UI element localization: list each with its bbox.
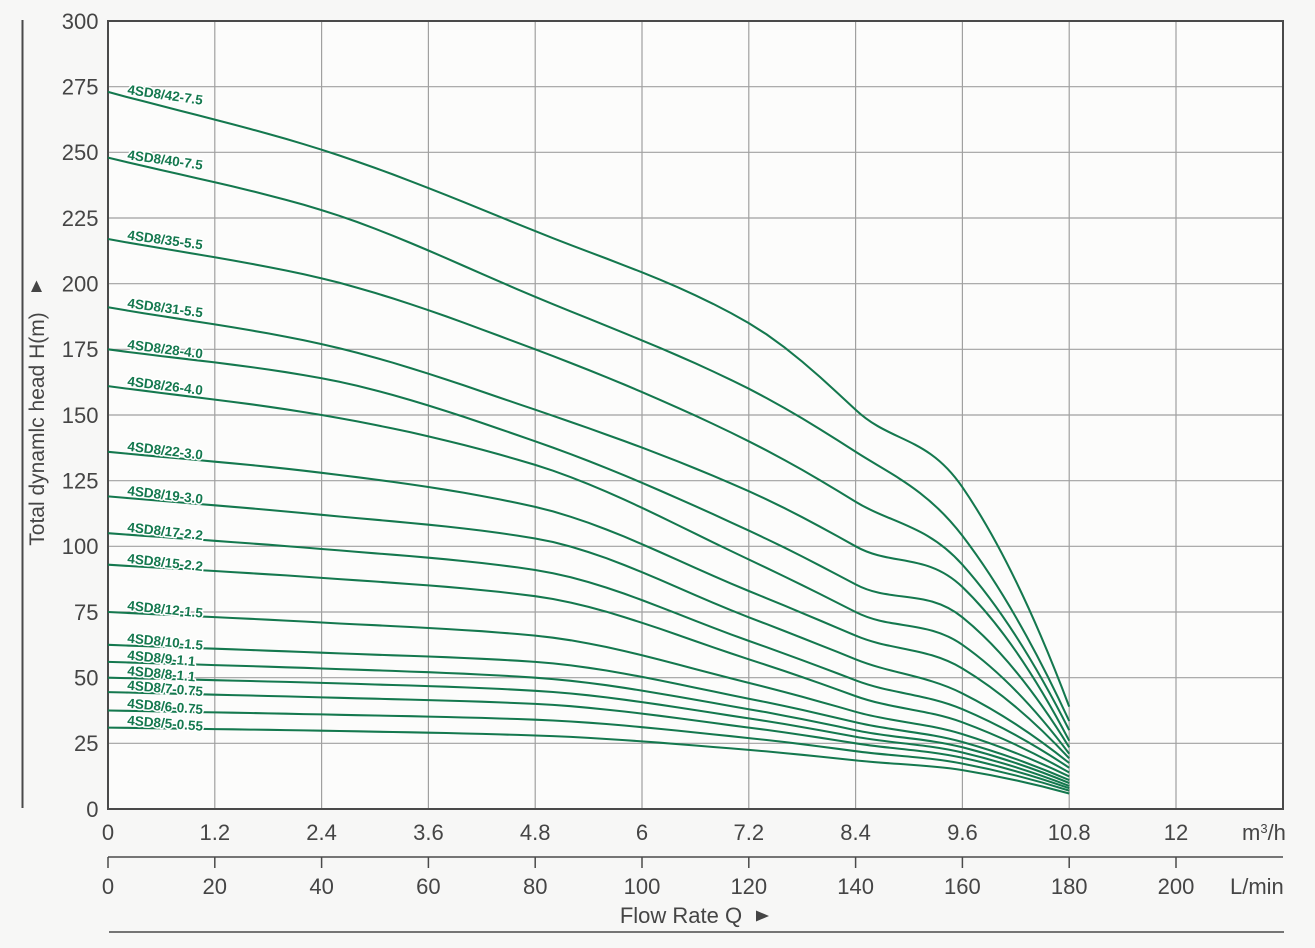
svg-text:120: 120 — [730, 874, 767, 899]
svg-text:225: 225 — [62, 206, 99, 231]
svg-text:60: 60 — [416, 874, 440, 899]
svg-text:250: 250 — [62, 140, 99, 165]
svg-text:140: 140 — [837, 874, 874, 899]
svg-text:0: 0 — [102, 874, 114, 899]
svg-text:3.6: 3.6 — [413, 820, 444, 845]
svg-text:2.4: 2.4 — [306, 820, 337, 845]
svg-text:Total dynamlc head H(m): Total dynamlc head H(m) — [26, 312, 49, 545]
svg-text:Flow Rate Q: Flow Rate Q — [620, 903, 742, 928]
svg-text:0: 0 — [102, 820, 114, 845]
svg-text:180: 180 — [1051, 874, 1088, 899]
svg-text:4.8: 4.8 — [520, 820, 551, 845]
svg-text:100: 100 — [624, 874, 661, 899]
svg-text:9.6: 9.6 — [947, 820, 978, 845]
svg-text:40: 40 — [309, 874, 333, 899]
svg-text:200: 200 — [1158, 874, 1195, 899]
svg-text:50: 50 — [74, 666, 98, 691]
svg-text:275: 275 — [62, 75, 99, 100]
svg-text:80: 80 — [523, 874, 547, 899]
svg-text:L/min: L/min — [1230, 874, 1284, 899]
svg-text:100: 100 — [62, 534, 99, 559]
svg-text:20: 20 — [203, 874, 227, 899]
svg-text:25: 25 — [74, 731, 98, 756]
svg-text:12: 12 — [1164, 820, 1188, 845]
svg-text:200: 200 — [62, 272, 99, 297]
svg-text:10.8: 10.8 — [1048, 820, 1091, 845]
svg-text:160: 160 — [944, 874, 981, 899]
svg-text:6: 6 — [636, 820, 648, 845]
svg-text:150: 150 — [62, 403, 99, 428]
svg-text:300: 300 — [62, 9, 99, 34]
svg-text:8.4: 8.4 — [840, 820, 871, 845]
svg-text:75: 75 — [74, 600, 98, 625]
svg-text:125: 125 — [62, 469, 99, 494]
svg-text:0: 0 — [86, 797, 98, 822]
svg-text:1.2: 1.2 — [200, 820, 231, 845]
svg-text:175: 175 — [62, 337, 99, 362]
svg-text:7.2: 7.2 — [734, 820, 765, 845]
